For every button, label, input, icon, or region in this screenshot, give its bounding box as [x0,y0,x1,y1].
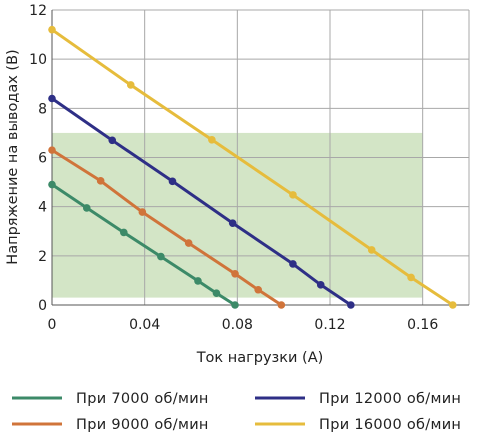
data-point [347,301,355,309]
data-point [82,204,91,212]
series-4 [48,25,457,309]
data-point [184,239,193,247]
x-tick-label: 0.12 [314,317,345,333]
data-point [48,180,56,189]
data-point [126,81,135,89]
tick-labels: 0 0.04 0.08 0.12 0.16 0 2 4 6 8 10 12 [29,3,438,333]
x-tick-label: 0.16 [407,317,438,333]
legend: При 7000 об/мин При 9000 об/мин При 12000 … [12,391,461,433]
data-point [228,219,237,227]
legend-item: При 9000 об/мин [12,417,209,433]
data-point [289,260,297,268]
y-tick-label: 4 [38,200,47,216]
data-point [448,301,457,309]
y-tick-label: 6 [38,151,47,167]
data-point [367,246,376,254]
data-point [231,269,239,278]
legend-item: При 12000 об/мин [255,391,461,407]
series-2 [48,146,286,309]
legend-label: При 9000 об/мин [76,417,209,433]
data-point [194,277,202,285]
data-point [120,228,128,237]
y-tick-label: 8 [38,101,47,117]
data-point [108,136,117,145]
data-point [48,94,56,103]
legend-label: При 16000 об/мин [319,417,461,433]
data-point [48,146,56,154]
data-point [289,191,297,199]
legend-item: При 16000 об/мин [255,417,461,433]
y-tick-label: 2 [38,249,47,265]
x-tick-label: 0.04 [129,317,160,333]
data-point [277,301,286,309]
series-1 [48,180,239,309]
data-point [208,136,216,144]
data-point [212,289,221,298]
data-point [138,208,147,216]
data-point [48,25,56,34]
y-tick-label: 12 [29,3,47,19]
series-3 [48,94,355,309]
data-point [96,177,105,185]
y-tick-label: 10 [29,52,47,68]
data-point [254,285,262,294]
data-point [157,252,165,261]
legend-item: При 7000 об/мин [12,391,209,407]
series-layer [48,25,457,309]
y-tick-label: 0 [38,298,47,314]
legend-label: При 12000 об/мин [319,391,461,407]
y-axis-label: Напряжение на выводах (В) [5,49,21,264]
x-axis-label: Ток нагрузки (А) [196,350,324,366]
legend-label: При 7000 об/мин [76,391,209,407]
data-point [168,177,177,186]
data-point [316,281,325,289]
data-point [407,273,415,282]
x-tick-label: 0 [48,317,57,333]
x-tick-label: 0.08 [222,317,253,333]
data-point [231,301,239,309]
